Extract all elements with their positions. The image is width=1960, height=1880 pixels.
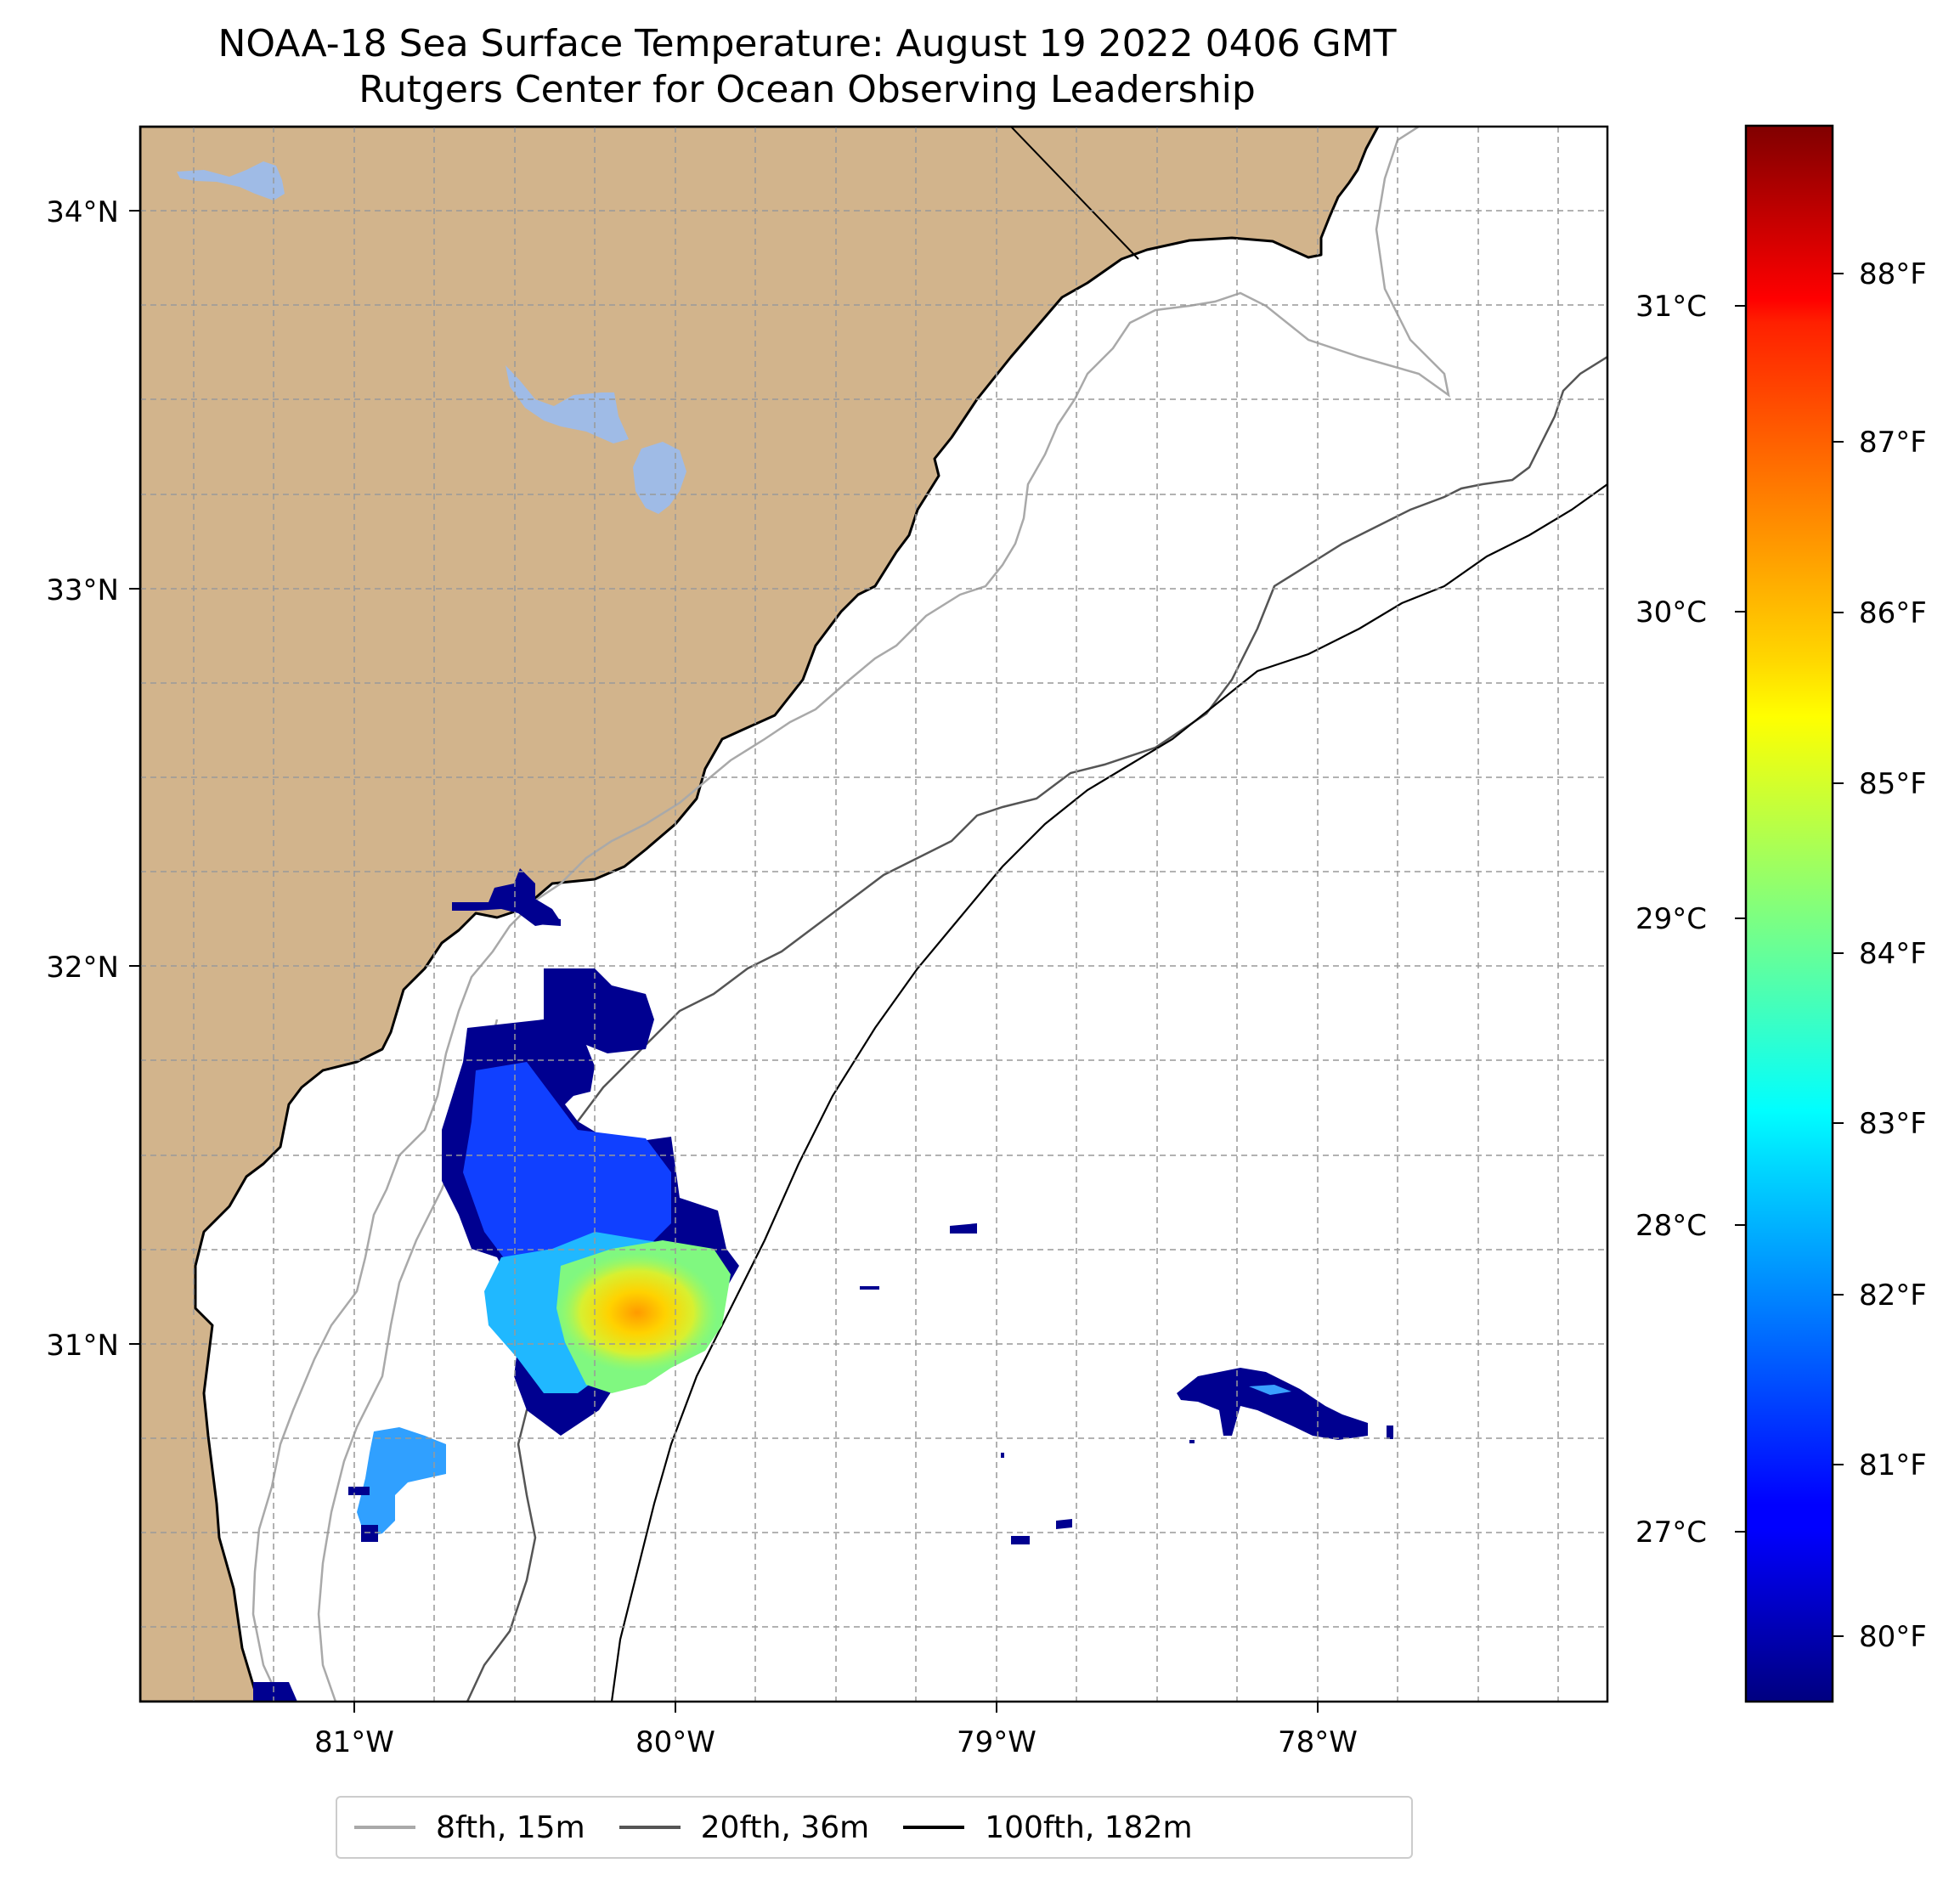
map-gridlines [140,127,1607,1702]
lat-label-34n: 34°N [46,195,119,229]
lon-label-81w: 81°W [314,1725,394,1759]
colorbar-label-30c: 30°C [1635,596,1707,629]
legend-label-8fth: 8fth, 15m [436,1809,585,1845]
lat-label-31n: 31°N [46,1329,119,1363]
sst-warm-core [556,1253,718,1372]
legend-label-100fth: 100fth, 182m [985,1809,1193,1845]
map-title-line-2: Rutgers Center for Ocean Observing Leade… [359,68,1256,111]
colorbar-label-80f: 80°F [1859,1620,1927,1654]
colorbar-label-83f: 83°F [1859,1107,1927,1141]
colorbar-fahrenheit-ticks [1833,273,1844,1637]
colorbar [1744,124,1834,1703]
legend-item-20fth: 20fth, 36m [619,1809,870,1845]
colorbar-label-85f: 85°F [1859,767,1927,801]
sst-patch-north [452,868,561,926]
sst-patch-east-light [1249,1385,1291,1395]
colorbar-label-29c: 29°C [1635,902,1707,936]
legend-swatch-20fth [619,1826,681,1829]
legend-swatch-8fth [354,1826,415,1829]
colorbar-label-84f: 84°F [1859,937,1927,971]
legend-item-100fth: 100fth, 182m [903,1809,1193,1845]
lake-moultrie [633,442,686,514]
isobath-100fth-182m [610,483,1607,1702]
latitude-axis [129,210,140,1345]
map-title-line-1: NOAA-18 Sea Surface Temperature: August … [217,22,1397,65]
map-frame [138,125,1609,1703]
colorbar-label-27c: 27°C [1635,1516,1707,1550]
sst-data-layer [253,868,1393,1702]
state-border-line [1010,127,1139,260]
longitude-axis [353,1702,1319,1713]
lake-northwest [177,161,285,200]
lake-marion [506,365,629,443]
lon-label-79w: 79°W [957,1725,1036,1759]
sst-patch-east [1177,1368,1368,1440]
colorbar-label-28c: 28°C [1635,1209,1707,1243]
legend-swatch-100fth [903,1826,965,1829]
lon-label-78w: 78°W [1278,1725,1358,1759]
colorbar-celsius-ticks [1735,305,1746,1533]
colorbar-label-88f: 88°F [1859,257,1927,291]
colorbar-label-31c: 31°C [1635,290,1707,324]
sst-patch-southwest [357,1427,446,1538]
land-mass [140,127,1380,1702]
isobath-legend: 8fth, 15m 20fth, 36m 100fth, 182m [336,1796,1413,1859]
sst-patch-southwest-edge [348,1487,378,1542]
isobath-8fth-15m [251,127,1450,1702]
lon-label-80w: 80°W [635,1725,715,1759]
legend-label-20fth: 20fth, 36m [700,1809,870,1845]
sst-patch-dots [537,916,1393,1544]
lat-label-33n: 33°N [46,573,119,607]
lat-label-32n: 32°N [46,951,119,985]
colorbar-label-81f: 81°F [1859,1448,1927,1482]
colorbar-label-86f: 86°F [1859,596,1927,630]
colorbar-label-82f: 82°F [1859,1279,1927,1313]
legend-item-8fth: 8fth, 15m [354,1810,585,1845]
sst-patch-bottom-corner [253,1682,297,1702]
colorbar-label-87f: 87°F [1859,426,1927,460]
